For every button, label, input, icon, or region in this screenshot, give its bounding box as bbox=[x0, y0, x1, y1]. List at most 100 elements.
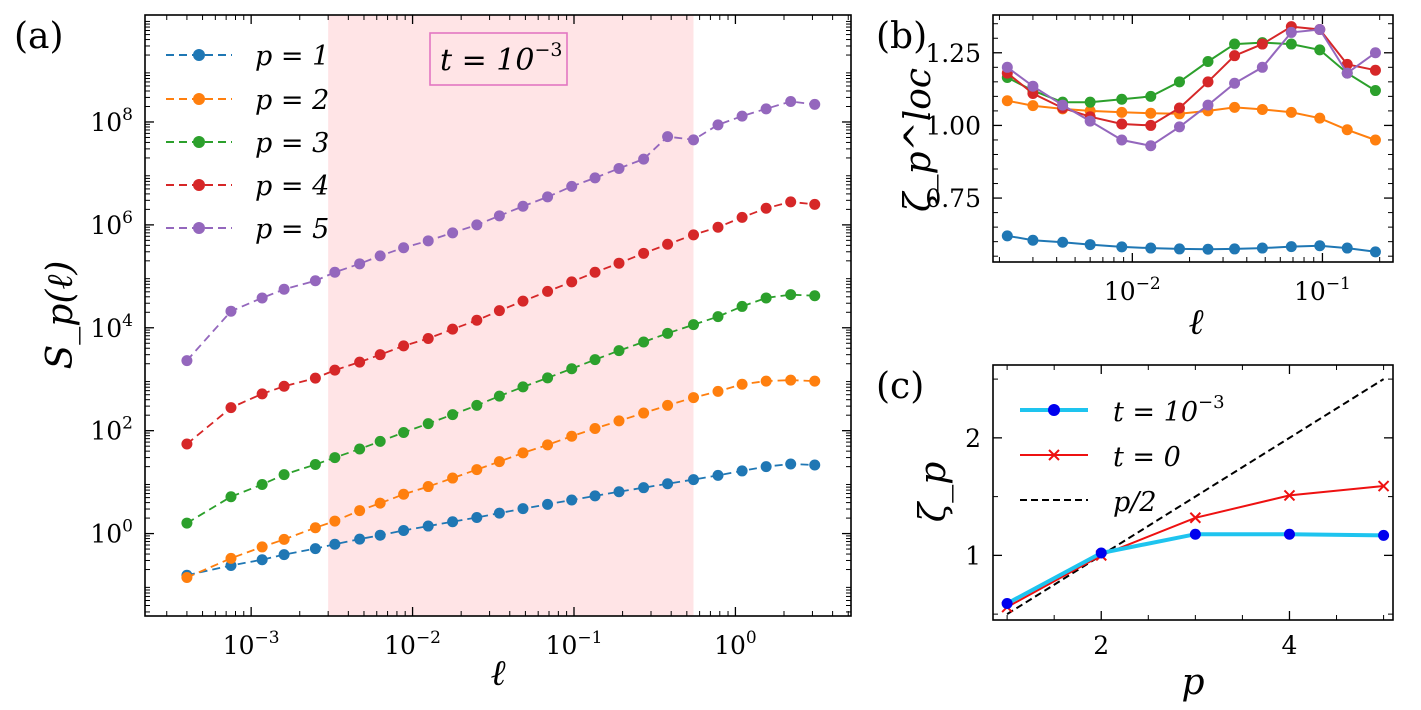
data-point bbox=[309, 543, 321, 555]
data-point bbox=[1369, 85, 1381, 97]
data-point bbox=[374, 349, 386, 361]
y-tick-label: 1 bbox=[965, 541, 981, 570]
y-tick-label: 2 bbox=[965, 424, 981, 453]
series-group bbox=[181, 95, 821, 584]
data-point bbox=[1285, 38, 1297, 50]
series-group bbox=[1001, 378, 1390, 615]
data-point bbox=[613, 257, 625, 269]
data-point bbox=[1116, 106, 1128, 118]
data-point bbox=[471, 314, 483, 326]
data-point bbox=[589, 172, 601, 184]
data-point bbox=[1314, 24, 1326, 36]
data-point bbox=[662, 131, 674, 143]
data-point bbox=[493, 456, 505, 468]
data-point bbox=[589, 423, 601, 435]
data-point bbox=[354, 443, 366, 455]
data-point bbox=[760, 292, 772, 304]
data-point bbox=[447, 472, 459, 484]
data-point bbox=[1283, 528, 1295, 540]
data-point bbox=[398, 524, 410, 536]
data-point bbox=[662, 399, 674, 411]
data-point bbox=[398, 242, 410, 254]
data-point bbox=[278, 380, 290, 392]
data-point bbox=[662, 238, 674, 250]
x-tick-label: 4 bbox=[1282, 631, 1298, 660]
legend-marker bbox=[1048, 449, 1060, 461]
data-point bbox=[422, 418, 434, 430]
data-point bbox=[256, 541, 268, 553]
data-point bbox=[256, 388, 268, 400]
data-point bbox=[398, 488, 410, 500]
tick-group: 10−3 10−2 10−1 100 100 102 104 106 108 bbox=[90, 15, 851, 660]
data-point bbox=[422, 332, 434, 344]
data-point bbox=[1189, 512, 1202, 524]
data-point bbox=[422, 481, 434, 493]
data-point bbox=[493, 210, 505, 222]
legend: p = 1 p = 2 p = 3 p = 4 p = 5 bbox=[166, 41, 329, 245]
data-point bbox=[1369, 64, 1381, 76]
data-point bbox=[309, 522, 321, 534]
data-point bbox=[589, 354, 601, 366]
data-point bbox=[329, 452, 341, 464]
data-point bbox=[422, 520, 434, 532]
legend-label: p/2 bbox=[1113, 487, 1157, 518]
data-point bbox=[1229, 101, 1241, 113]
series-group bbox=[1001, 21, 1381, 258]
data-point bbox=[1202, 55, 1214, 67]
data-point bbox=[1256, 242, 1268, 254]
data-point bbox=[1001, 61, 1013, 73]
shaded-region bbox=[328, 15, 694, 616]
legend-label: p = 4 bbox=[255, 171, 329, 202]
series-line bbox=[1006, 485, 1384, 608]
data-point bbox=[566, 363, 578, 375]
data-point bbox=[1202, 99, 1214, 111]
data-point bbox=[1314, 112, 1326, 124]
data-point bbox=[1057, 236, 1069, 248]
legend-entry: p = 1 bbox=[166, 41, 329, 72]
data-point bbox=[493, 305, 505, 317]
data-point bbox=[309, 275, 321, 287]
data-point bbox=[760, 375, 772, 387]
data-point bbox=[1256, 103, 1268, 115]
x-tick-label: 10−2 bbox=[384, 628, 441, 660]
data-point bbox=[638, 407, 650, 419]
data-point bbox=[1145, 140, 1157, 152]
data-point bbox=[1027, 234, 1039, 246]
data-point bbox=[517, 200, 529, 212]
y-tick-label: 102 bbox=[90, 414, 133, 446]
data-point bbox=[809, 459, 821, 471]
data-point bbox=[1027, 80, 1039, 92]
data-point bbox=[542, 285, 554, 297]
data-point bbox=[1189, 528, 1201, 540]
data-point bbox=[471, 399, 483, 411]
data-point bbox=[1378, 529, 1390, 541]
legend-marker bbox=[193, 93, 205, 105]
panel-label: (a) bbox=[14, 16, 64, 57]
data-point bbox=[688, 474, 700, 486]
data-point bbox=[809, 375, 821, 387]
y-tick-label: 104 bbox=[90, 311, 133, 343]
annotation-text: t = 10−3 bbox=[440, 39, 562, 78]
data-point bbox=[374, 250, 386, 262]
data-point bbox=[785, 95, 797, 107]
data-point bbox=[662, 327, 674, 339]
data-point bbox=[736, 211, 748, 223]
data-point bbox=[809, 290, 821, 302]
data-point bbox=[1256, 61, 1268, 73]
y-tick-label: 100 bbox=[90, 517, 133, 549]
data-point bbox=[1314, 240, 1326, 252]
data-point bbox=[1229, 243, 1241, 255]
data-point bbox=[1001, 95, 1013, 107]
plot-frame bbox=[144, 14, 852, 617]
data-point bbox=[1145, 119, 1157, 131]
data-point bbox=[447, 323, 459, 335]
data-point bbox=[589, 266, 601, 278]
data-point bbox=[374, 497, 386, 509]
data-point bbox=[566, 430, 578, 442]
data-point bbox=[809, 98, 821, 110]
data-point bbox=[471, 464, 483, 476]
data-point bbox=[374, 529, 386, 541]
data-point bbox=[1285, 241, 1297, 253]
data-point bbox=[278, 283, 290, 295]
data-point bbox=[1285, 106, 1297, 118]
